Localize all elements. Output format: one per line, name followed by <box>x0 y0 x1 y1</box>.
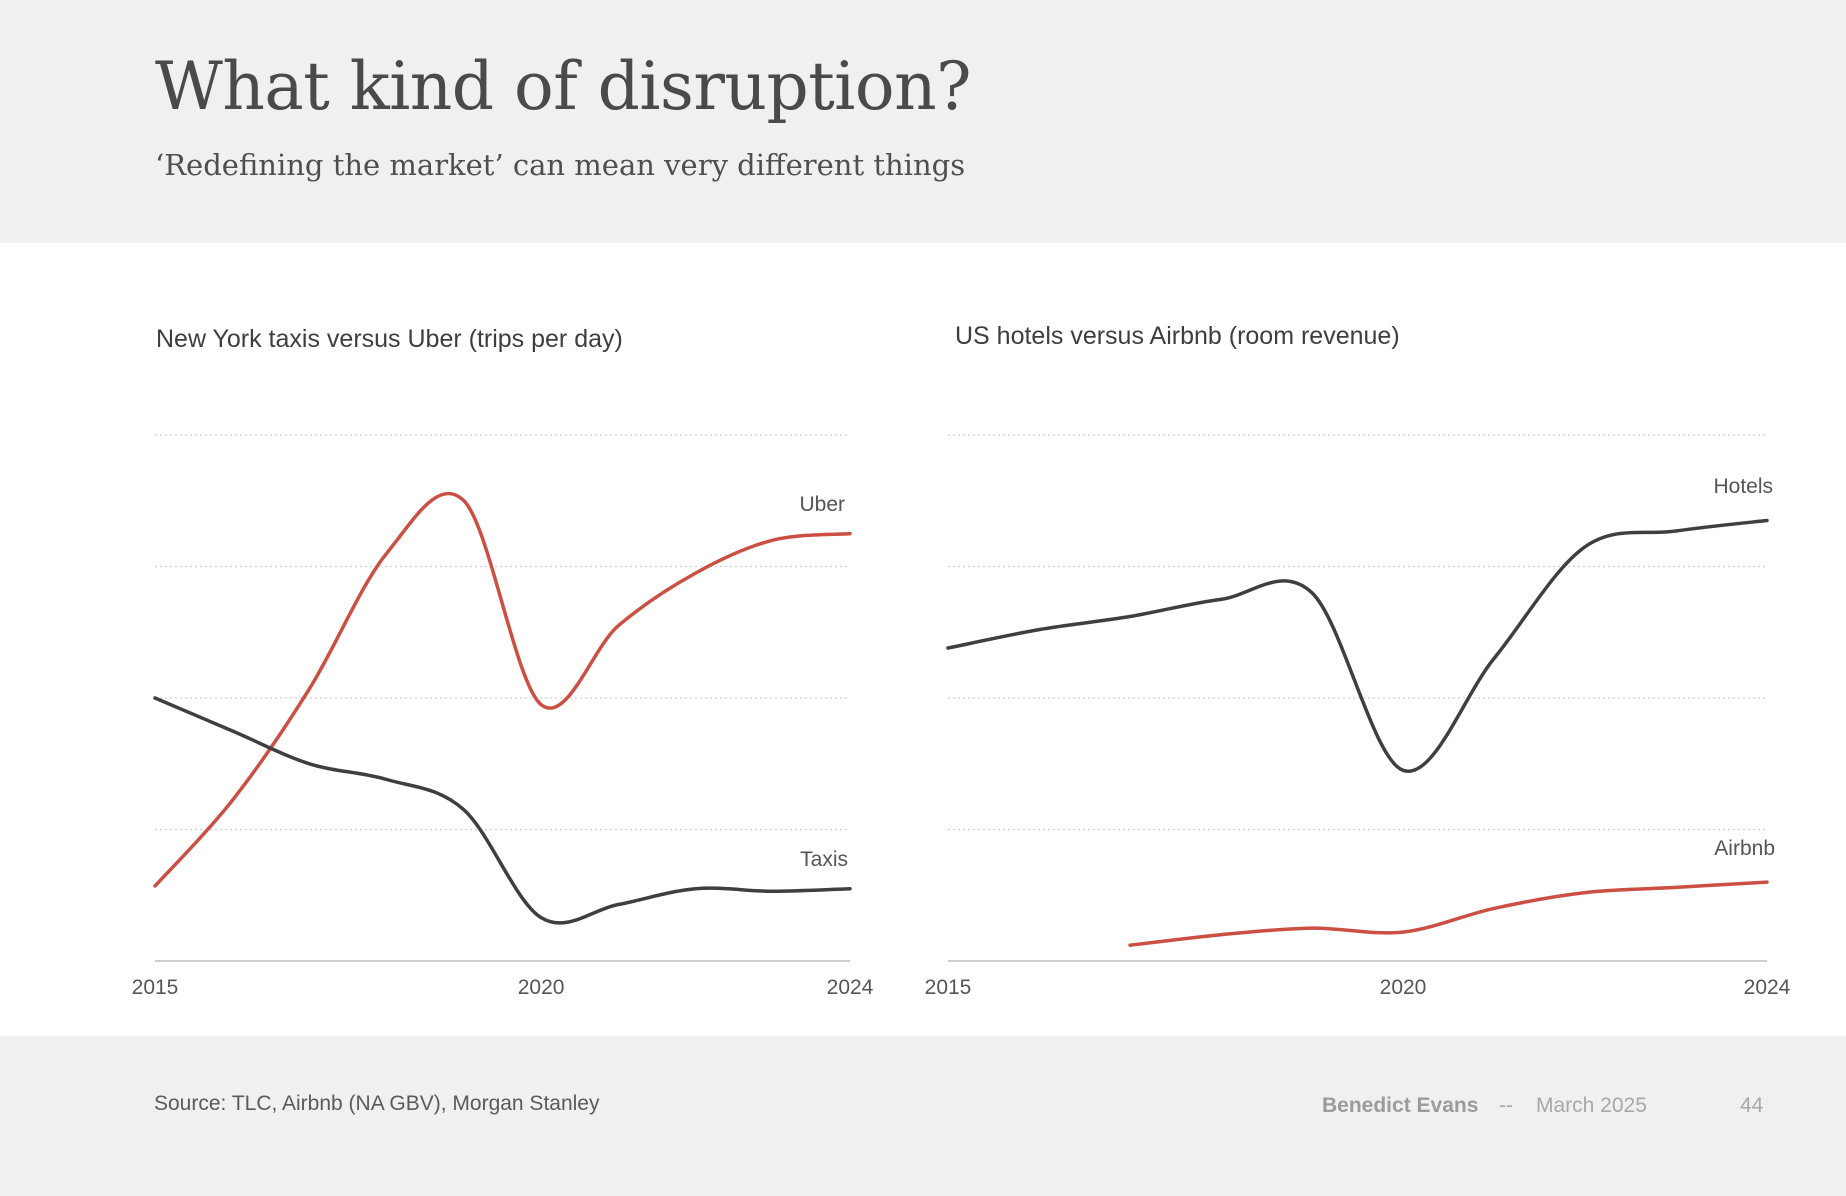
chart-taxis-uber: New York taxis versus Uber (trips per da… <box>132 325 874 999</box>
x-tick-label: 2024 <box>827 976 874 999</box>
footer-separator: -- <box>1499 1094 1513 1117</box>
chart-hotels-airbnb: US hotels versus Airbnb (room revenue) 2… <box>925 322 1791 999</box>
x-tick-label: 2015 <box>925 976 972 999</box>
footer <box>0 1036 1846 1196</box>
chart-title-hotels-airbnb: US hotels versus Airbnb (room revenue) <box>955 322 1400 350</box>
series-label-airbnb: Airbnb <box>1714 837 1775 860</box>
chart-title-taxis-uber: New York taxis versus Uber (trips per da… <box>156 325 623 353</box>
series-line-airbnb <box>1128 880 1769 947</box>
series-right <box>946 518 1769 947</box>
series-left <box>153 491 852 925</box>
series-label-hotels: Hotels <box>1713 475 1773 498</box>
page-title: What kind of disruption? <box>155 48 971 125</box>
chart-panel <box>0 243 1846 1036</box>
series-line-uber <box>153 491 852 888</box>
series-label-taxis: Taxis <box>800 848 848 871</box>
page-number: 44 <box>1740 1094 1764 1117</box>
header: What kind of disruption? ‘Redefining the… <box>0 0 1846 243</box>
x-tick-label: 2020 <box>518 976 565 999</box>
series-label-uber: Uber <box>799 493 845 516</box>
source-note: Source: TLC, Airbnb (NA GBV), Morgan Sta… <box>154 1092 600 1115</box>
gridlines-left <box>155 434 850 962</box>
x-ticks-left: 2015 2020 2024 <box>132 976 874 999</box>
author-name: Benedict Evans <box>1322 1094 1479 1117</box>
x-tick-label: 2015 <box>132 976 179 999</box>
series-line-taxis <box>153 696 852 925</box>
series-line-hotels <box>946 518 1769 773</box>
x-tick-label: 2020 <box>1380 976 1427 999</box>
x-tick-label: 2024 <box>1744 976 1791 999</box>
page-subtitle: ‘Redefining the market’ can mean very di… <box>155 148 966 182</box>
gridlines-right <box>948 434 1767 962</box>
x-ticks-right: 2015 2020 2024 <box>925 976 1791 999</box>
footer-date: March 2025 <box>1536 1094 1647 1117</box>
